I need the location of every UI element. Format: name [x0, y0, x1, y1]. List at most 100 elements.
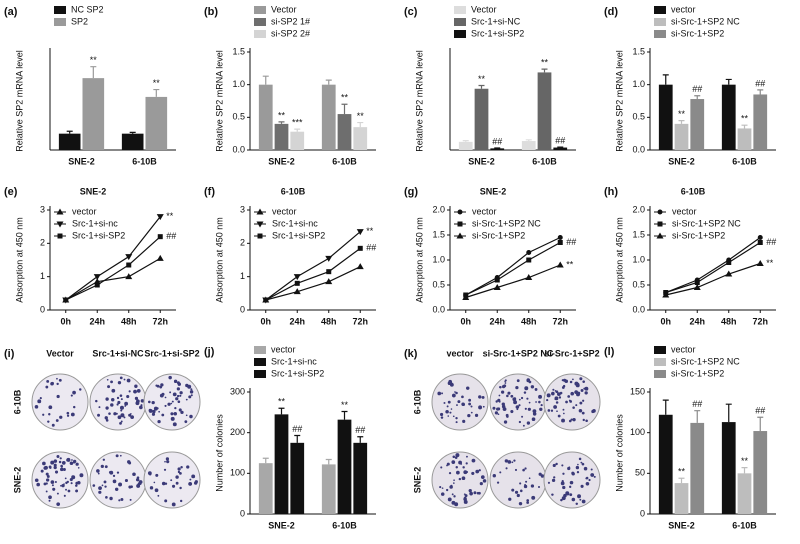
colony — [45, 385, 49, 389]
colony — [191, 474, 196, 479]
colony — [571, 497, 576, 502]
colony — [98, 486, 102, 491]
colony — [130, 485, 133, 489]
legend-label: si-SP2 1# — [271, 16, 310, 26]
colony — [189, 478, 192, 481]
legend-marker — [656, 232, 664, 239]
colony — [116, 396, 120, 400]
legend-label: Vector — [271, 4, 297, 14]
colony — [453, 482, 455, 484]
colony — [155, 384, 158, 387]
colony — [189, 390, 194, 394]
legend-swatch — [454, 6, 466, 14]
error-bar — [341, 410, 348, 420]
point — [93, 274, 101, 281]
colony — [179, 391, 183, 395]
colony — [504, 459, 509, 463]
colony — [105, 406, 109, 410]
colony — [583, 466, 588, 471]
legend-label: NC SP2 — [71, 4, 104, 14]
colony — [40, 469, 44, 473]
colony — [175, 397, 179, 401]
plate — [489, 451, 547, 509]
colony — [452, 455, 456, 459]
significance: ** — [566, 259, 574, 269]
panel-label: (c) — [404, 6, 418, 18]
colony — [584, 391, 588, 395]
point — [326, 269, 332, 275]
significance: ** — [90, 55, 98, 65]
colony — [465, 470, 469, 474]
column-label: si-Src-1+SP2 — [544, 348, 599, 358]
error-bar — [694, 95, 701, 100]
colony — [454, 502, 459, 507]
x-tick-label: 6-10B — [732, 156, 757, 166]
column-label: Src-1+si-NC — [92, 348, 144, 358]
colony — [518, 420, 522, 424]
error-bar — [725, 78, 732, 85]
plate — [489, 373, 547, 431]
point — [125, 254, 133, 261]
colony — [447, 497, 452, 502]
colony — [175, 475, 179, 479]
colony — [105, 397, 109, 401]
colony — [582, 380, 586, 383]
colony — [441, 392, 444, 395]
colony — [569, 480, 574, 485]
colony — [440, 466, 443, 469]
colony — [478, 395, 482, 399]
colony — [495, 400, 498, 403]
colony — [570, 418, 573, 421]
y-tick-label: 3 — [40, 204, 45, 214]
colony — [584, 386, 589, 391]
colony — [591, 409, 595, 414]
y-tick-label: 200 — [230, 427, 245, 437]
colony — [166, 460, 170, 464]
colony — [474, 413, 479, 417]
colony — [478, 405, 483, 410]
point — [462, 294, 470, 300]
colony — [46, 475, 50, 478]
y-tick-label: 1.5 — [432, 229, 445, 239]
error-bar — [741, 467, 748, 474]
colony — [173, 412, 178, 416]
error-bar — [357, 436, 364, 443]
error-bar — [262, 457, 269, 464]
colony — [581, 462, 585, 466]
point — [556, 261, 564, 268]
colony — [499, 386, 501, 389]
colony — [515, 405, 520, 409]
significance: ## — [292, 424, 302, 434]
x-tick-label: SNE-2 — [268, 156, 295, 166]
colony — [531, 495, 536, 500]
colony — [516, 379, 520, 383]
colony — [170, 412, 174, 416]
legend-label: Src-1+si-SP2 — [72, 230, 125, 240]
colony — [473, 491, 477, 495]
colony — [581, 411, 585, 415]
significance: ** — [678, 109, 686, 119]
colony — [67, 489, 71, 493]
colony — [153, 406, 158, 411]
line — [665, 237, 761, 294]
significance: ** — [341, 93, 349, 103]
colony — [120, 413, 125, 418]
colony — [154, 488, 159, 493]
point — [157, 234, 163, 240]
colony — [547, 409, 551, 412]
bar — [274, 123, 289, 150]
legend-label: Vector — [471, 4, 497, 14]
colony — [160, 383, 164, 387]
panel-label: (f) — [204, 186, 215, 198]
error-bar — [678, 477, 685, 484]
colony — [535, 401, 537, 403]
colony — [151, 412, 156, 416]
legend-label: Src-1+si-nc — [272, 218, 318, 228]
significance: ## — [555, 136, 565, 146]
colony — [179, 394, 182, 397]
significance: ## — [755, 406, 765, 416]
significance: ## — [366, 243, 376, 253]
colony — [481, 395, 485, 399]
legend-label: si-Src-1+SP2 NC — [671, 16, 740, 26]
panel-label: (l) — [604, 346, 615, 358]
